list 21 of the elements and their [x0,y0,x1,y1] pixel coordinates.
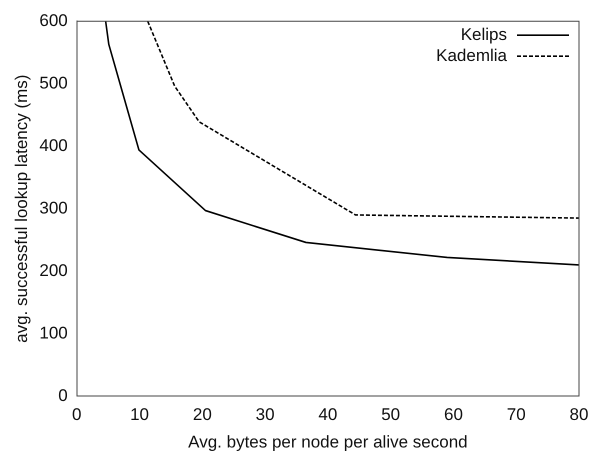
y-tick-label: 400 [39,136,68,155]
x-tick-label: 60 [444,405,463,424]
x-axis-title: Avg. bytes per node per alive second [188,432,468,452]
y-tick-label: 100 [39,323,68,342]
x-tick-label: 30 [256,405,275,424]
y-tick-label: 500 [39,73,68,92]
x-tick-label: 70 [506,405,526,424]
x-tick-label: 0 [72,405,82,424]
y-axis-title: avg. successful lookup latency (ms) [12,74,31,343]
x-tick-label: 10 [130,405,150,424]
y-tick-label: 600 [39,10,68,30]
x-tick-label: 20 [192,405,212,424]
legend-label: Kademlia [436,46,508,65]
y-tick-label: 300 [39,198,68,218]
y-tick-label: 200 [39,260,68,280]
x-tick-label: 50 [381,405,400,424]
line-series [146,20,580,219]
x-tick-label: 40 [318,405,338,424]
y-tick-label: 0 [58,386,68,405]
x-tick-label: 80 [570,405,588,424]
legend-label: Kelips [460,24,507,44]
